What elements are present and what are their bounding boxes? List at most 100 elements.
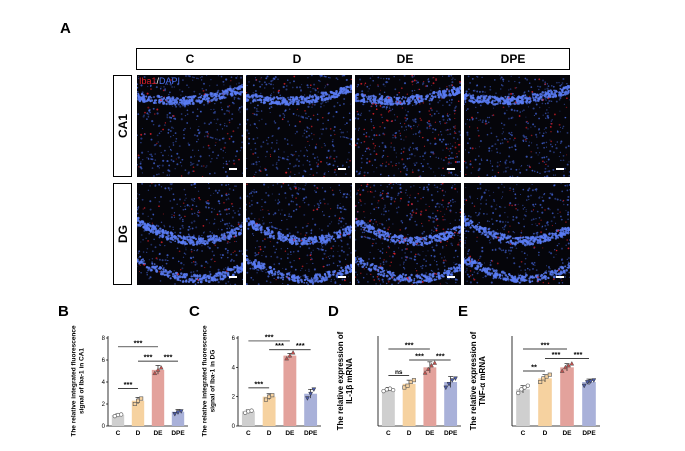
- stain-legend-counterstain: DAPI: [159, 76, 181, 86]
- row-label-box-dg: DG: [113, 183, 132, 285]
- micrograph-texture: [137, 183, 243, 285]
- chart-d-significance-label: ns: [395, 369, 403, 376]
- chart-e-bar-de: [560, 367, 574, 426]
- chart-e-data-point: [581, 383, 587, 389]
- chart-e-ylabel-line-1: The relative expression of: [469, 331, 478, 431]
- scale-bar: [229, 276, 237, 278]
- chart-e-significance-label: ***: [574, 350, 583, 359]
- chart-d-data-point: [391, 387, 396, 393]
- chart-e-data-point: [569, 360, 575, 366]
- chart-e-data-point: [591, 378, 597, 383]
- chart-c-data-point: [270, 393, 275, 398]
- chart-e-data-point: [525, 383, 530, 388]
- chart-e-x-tick-label: C: [521, 430, 526, 437]
- chart-e-significance-label: **: [531, 363, 537, 372]
- chart-c-data-point: [290, 349, 296, 355]
- chart-b: 0 2 4 6 8 C D DE DPE *** *** *** ***: [98, 330, 190, 440]
- chart-d-significance-label: ***: [436, 352, 445, 361]
- chart-d-ylabel-line-1: The relative expression of: [336, 331, 345, 431]
- chart-c-y-tick-label: 0: [232, 424, 236, 430]
- chart-b-x-tick-label: D: [136, 430, 141, 437]
- chart-c-significance-label: ***: [296, 341, 305, 350]
- chart-d-data-point: [449, 378, 455, 383]
- chart-b-y-tick-label: 2: [102, 402, 106, 408]
- row-label-ca1: CA1: [115, 113, 130, 139]
- micrograph-ca1-c: Iba1/DAPI: [137, 75, 243, 177]
- chart-c-ylabel-line-2: signal of Iba-1 in DG: [209, 349, 216, 413]
- chart-c-ylabel-line-1: The relative integrated fluorescence: [201, 325, 209, 437]
- chart-c-x-tick-label: C: [246, 430, 251, 437]
- chart-b-significance-label: ***: [164, 353, 173, 362]
- chart-e-bar-c: [516, 389, 530, 426]
- chart-d-bar-dpe: [444, 382, 458, 426]
- micrograph-texture: [464, 75, 570, 177]
- chart-e-data-point: [544, 374, 549, 379]
- chart-d-data-point: [408, 379, 413, 384]
- chart-b-x-tick-label: DE: [153, 430, 163, 437]
- scale-bar: [556, 168, 564, 170]
- chart-d-data-point: [411, 378, 416, 383]
- row-label-box-ca1: CA1: [113, 75, 132, 177]
- chart-d-x-tick-label: D: [407, 430, 412, 437]
- chart-e-x-tick-label: DE: [562, 430, 572, 437]
- micrograph-dg-d: [246, 183, 352, 285]
- micrograph-texture: [464, 183, 570, 285]
- chart-b-bar-de: [151, 369, 165, 426]
- chart-c-data-point: [263, 397, 268, 402]
- chart-c-data-point: [305, 396, 310, 401]
- column-label-dpe: DPE: [500, 52, 526, 66]
- column-header-box: C D DE DPE: [136, 48, 570, 70]
- column-label-c: C: [185, 52, 195, 66]
- chart-b-data-point: [155, 367, 161, 372]
- chart-b-bar-d: [131, 400, 145, 426]
- chart-e-significance-label: ***: [541, 341, 550, 350]
- chart-b-x-tick-label: C: [116, 430, 121, 437]
- chart-e-data-point: [584, 380, 590, 385]
- chart-d-x-tick-label: DPE: [444, 430, 458, 437]
- chart-c-x-tick-label: D: [267, 430, 272, 437]
- chart-c-bar-dpe: [304, 393, 318, 426]
- chart-b-y-tick-label: 6: [102, 358, 106, 364]
- chart-e-bar-dpe: [582, 382, 596, 426]
- chart-d: C D DE DPE ns *** *** ***: [368, 330, 463, 440]
- chart-e-data-point: [588, 379, 594, 385]
- panel-letter-d: D: [328, 303, 339, 320]
- chart-b-y-tick-label: 8: [102, 336, 106, 342]
- chart-e-data-point: [541, 376, 546, 381]
- micrograph-ca1-d: [246, 75, 352, 177]
- stain-legend: Iba1/DAPI: [139, 76, 180, 86]
- chart-c-data-point: [249, 408, 254, 413]
- scale-bar: [229, 168, 237, 170]
- chart-e-data-point: [538, 379, 543, 384]
- chart-d-bar-de: [423, 367, 437, 426]
- chart-b-ylabel-line-2: signal of Iba-1 in CA1: [78, 347, 85, 415]
- micrograph-ca1-de: [355, 75, 461, 177]
- chart-e-data-point: [559, 368, 565, 373]
- micrograph-texture: [246, 183, 352, 285]
- chart-e-ylabel: The relative expression of TNF-α mRNA: [467, 332, 489, 431]
- chart-c-data-point: [311, 387, 317, 393]
- chart-d-data-point: [405, 383, 410, 388]
- chart-d-data-point: [443, 385, 449, 391]
- chart-b-significance-label: ***: [134, 338, 143, 347]
- chart-d-data-point: [453, 376, 458, 382]
- chart-c-y-tick-label: 2: [232, 395, 236, 401]
- chart-b-data-point: [172, 412, 178, 417]
- row-label-dg: DG: [115, 225, 130, 243]
- chart-e-ylabel-line-2: TNF-α mRNA: [478, 356, 487, 406]
- chart-c-y-tick-label: 4: [232, 365, 236, 371]
- chart-c-bar-d: [262, 396, 276, 426]
- chart-c-significance-label: ***: [254, 379, 263, 388]
- chart-d-bar-d: [402, 383, 416, 426]
- chart-b-bar-c: [111, 415, 125, 426]
- chart-b-data-point: [132, 402, 137, 407]
- chart-b-significance-label: ***: [144, 353, 153, 362]
- chart-b-y-tick-label: 4: [102, 380, 106, 386]
- chart-d-data-point: [446, 381, 452, 387]
- chart-b-data-point: [139, 396, 144, 401]
- panel-letter-b: B: [58, 303, 69, 320]
- chart-b-data-point: [119, 412, 124, 417]
- column-label-d: D: [292, 52, 302, 66]
